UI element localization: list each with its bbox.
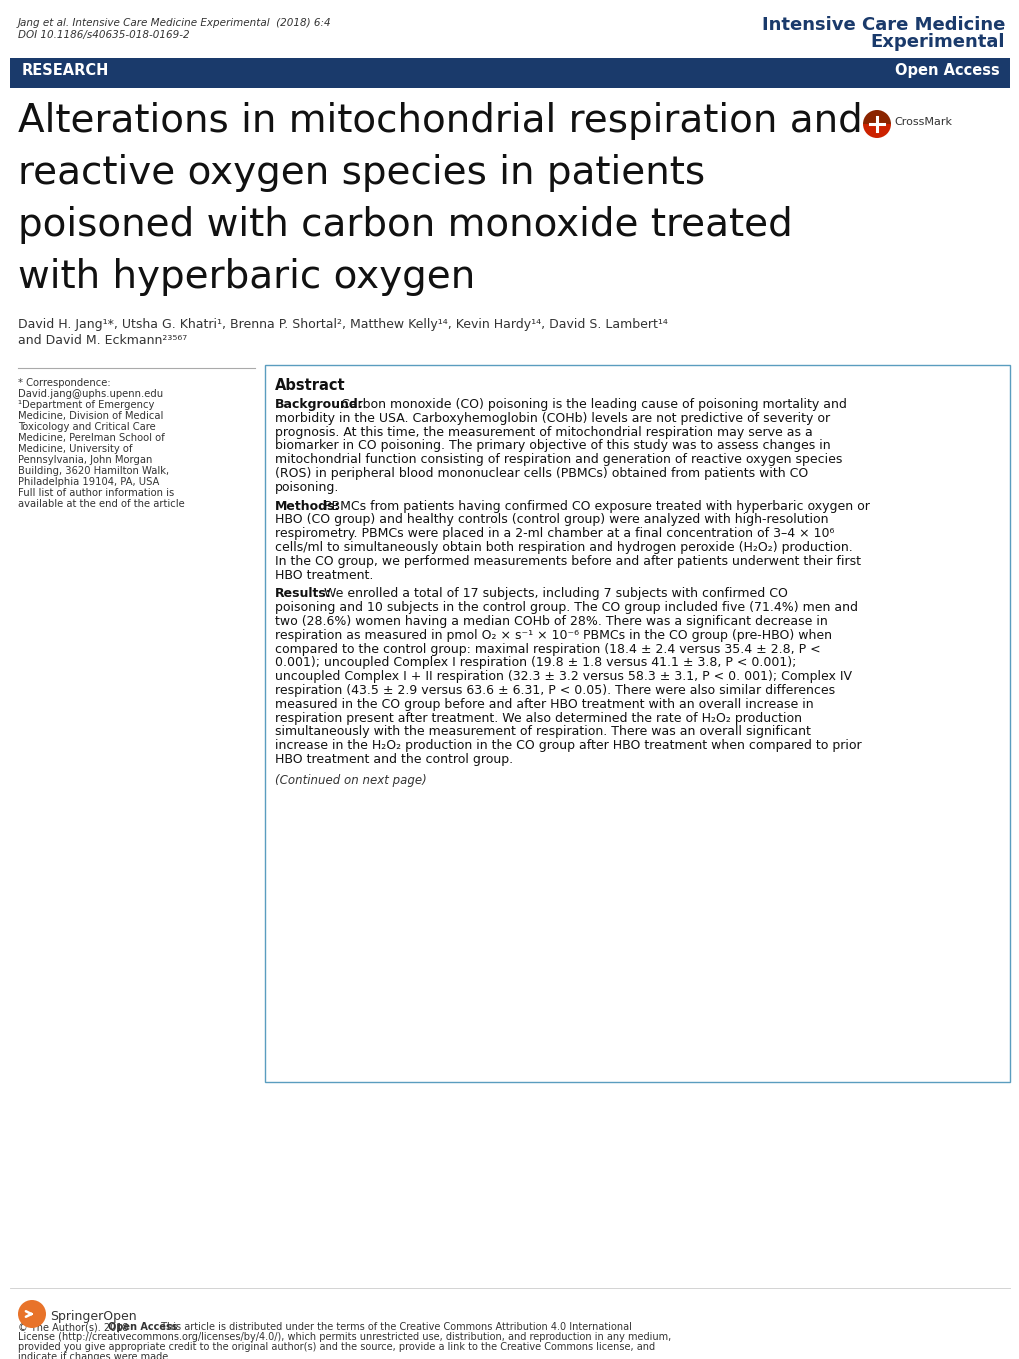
Circle shape bbox=[18, 1301, 46, 1328]
Text: cells/ml to simultaneously obtain both respiration and hydrogen peroxide (H₂O₂) : cells/ml to simultaneously obtain both r… bbox=[275, 541, 852, 554]
Text: prognosis. At this time, the measurement of mitochondrial respiration may serve : prognosis. At this time, the measurement… bbox=[275, 425, 812, 439]
Text: Jang et al. Intensive Care Medicine Experimental  (2018) 6:4: Jang et al. Intensive Care Medicine Expe… bbox=[18, 18, 331, 29]
Text: Background:: Background: bbox=[275, 398, 364, 410]
Text: poisoned with carbon monoxide treated: poisoned with carbon monoxide treated bbox=[18, 207, 792, 245]
Text: measured in the CO group before and after HBO treatment with an overall increase: measured in the CO group before and afte… bbox=[275, 697, 813, 711]
Text: ¹Department of Emergency: ¹Department of Emergency bbox=[18, 400, 154, 410]
Text: respiration (43.5 ± 2.9 versus 63.6 ± 6.31, P < 0.05). There were also similar d: respiration (43.5 ± 2.9 versus 63.6 ± 6.… bbox=[275, 684, 835, 697]
Bar bbox=[265, 366, 1009, 1082]
Wedge shape bbox=[862, 110, 891, 124]
Text: Toxicology and Critical Care: Toxicology and Critical Care bbox=[18, 423, 156, 432]
Text: simultaneously with the measurement of respiration. There was an overall signifi: simultaneously with the measurement of r… bbox=[275, 726, 810, 738]
Text: provided you give appropriate credit to the original author(s) and the source, p: provided you give appropriate credit to … bbox=[18, 1341, 654, 1352]
Text: (Continued on next page): (Continued on next page) bbox=[275, 773, 426, 787]
Text: HBO treatment and the control group.: HBO treatment and the control group. bbox=[275, 753, 513, 766]
Text: DOI 10.1186/s40635-018-0169-2: DOI 10.1186/s40635-018-0169-2 bbox=[18, 30, 190, 39]
Text: increase in the H₂O₂ production in the CO group after HBO treatment when compare: increase in the H₂O₂ production in the C… bbox=[275, 739, 861, 752]
Text: poisoning.: poisoning. bbox=[275, 481, 339, 493]
Text: respiration as measured in pmol O₂ × s⁻¹ × 10⁻⁶ PBMCs in the CO group (pre-HBO) : respiration as measured in pmol O₂ × s⁻¹… bbox=[275, 629, 832, 641]
Text: SpringerOpen: SpringerOpen bbox=[50, 1310, 137, 1324]
Text: We enrolled a total of 17 subjects, including 7 subjects with confirmed CO: We enrolled a total of 17 subjects, incl… bbox=[320, 587, 787, 601]
Text: respirometry. PBMCs were placed in a 2-ml chamber at a final concentration of 3–: respirometry. PBMCs were placed in a 2-m… bbox=[275, 527, 834, 540]
Text: morbidity in the USA. Carboxyhemoglobin (COHb) levels are not predictive of seve: morbidity in the USA. Carboxyhemoglobin … bbox=[275, 412, 829, 425]
Text: HBO treatment.: HBO treatment. bbox=[275, 568, 373, 582]
Text: Carbon monoxide (CO) poisoning is the leading cause of poisoning mortality and: Carbon monoxide (CO) poisoning is the le… bbox=[336, 398, 846, 410]
Text: Open Access: Open Access bbox=[108, 1322, 177, 1332]
Text: Alterations in mitochondrial respiration and: Alterations in mitochondrial respiration… bbox=[18, 102, 862, 140]
Text: Experimental: Experimental bbox=[869, 33, 1004, 52]
Text: indicate if changes were made.: indicate if changes were made. bbox=[18, 1352, 171, 1359]
Text: biomarker in CO poisoning. The primary objective of this study was to assess cha: biomarker in CO poisoning. The primary o… bbox=[275, 439, 829, 453]
Text: Results:: Results: bbox=[275, 587, 331, 601]
Text: RESEARCH: RESEARCH bbox=[22, 63, 109, 77]
Text: Medicine, Perelman School of: Medicine, Perelman School of bbox=[18, 434, 165, 443]
Text: HBO (CO group) and healthy controls (control group) were analyzed with high-reso: HBO (CO group) and healthy controls (con… bbox=[275, 514, 827, 526]
Text: available at the end of the article: available at the end of the article bbox=[18, 499, 184, 510]
Wedge shape bbox=[862, 124, 891, 139]
Text: In the CO group, we performed measurements before and after patients underwent t: In the CO group, we performed measuremen… bbox=[275, 554, 860, 568]
Text: * Correspondence:: * Correspondence: bbox=[18, 378, 110, 389]
FancyBboxPatch shape bbox=[10, 58, 1009, 88]
Text: uncoupled Complex I + II respiration (32.3 ± 3.2 versus 58.3 ± 3.1, P < 0. 001);: uncoupled Complex I + II respiration (32… bbox=[275, 670, 851, 684]
Text: mitochondrial function consisting of respiration and generation of reactive oxyg: mitochondrial function consisting of res… bbox=[275, 453, 842, 466]
Text: PBMCs from patients having confirmed CO exposure treated with hyperbaric oxygen : PBMCs from patients having confirmed CO … bbox=[320, 500, 869, 512]
Text: poisoning and 10 subjects in the control group. The CO group included five (71.4: poisoning and 10 subjects in the control… bbox=[275, 601, 857, 614]
Text: © The Author(s). 2018: © The Author(s). 2018 bbox=[18, 1322, 131, 1332]
Text: David H. Jang¹*, Utsha G. Khatri¹, Brenna P. Shortal², Matthew Kelly¹⁴, Kevin Ha: David H. Jang¹*, Utsha G. Khatri¹, Brenn… bbox=[18, 318, 667, 332]
Bar bbox=[10, 58, 1009, 88]
Text: Methods:: Methods: bbox=[275, 500, 340, 512]
Text: (ROS) in peripheral blood mononuclear cells (PBMCs) obtained from patients with : (ROS) in peripheral blood mononuclear ce… bbox=[275, 467, 807, 480]
Text: CrossMark: CrossMark bbox=[893, 117, 951, 126]
Text: Full list of author information is: Full list of author information is bbox=[18, 488, 174, 497]
Text: Philadelphia 19104, PA, USA: Philadelphia 19104, PA, USA bbox=[18, 477, 159, 487]
Text: Open Access: Open Access bbox=[895, 63, 999, 77]
Text: with hyperbaric oxygen: with hyperbaric oxygen bbox=[18, 258, 475, 296]
Text: This article is distributed under the terms of the Creative Commons Attribution : This article is distributed under the te… bbox=[158, 1322, 631, 1332]
Text: respiration present after treatment. We also determined the rate of H₂O₂ product: respiration present after treatment. We … bbox=[275, 712, 801, 724]
Text: License (http://creativecommons.org/licenses/by/4.0/), which permits unrestricte: License (http://creativecommons.org/lice… bbox=[18, 1332, 671, 1341]
Text: Intensive Care Medicine: Intensive Care Medicine bbox=[761, 16, 1004, 34]
Text: David.jang@uphs.upenn.edu: David.jang@uphs.upenn.edu bbox=[18, 389, 163, 400]
Text: two (28.6%) women having a median COHb of 28%. There was a significant decrease : two (28.6%) women having a median COHb o… bbox=[275, 616, 827, 628]
Text: and David M. Eckmann²³⁵⁶⁷: and David M. Eckmann²³⁵⁶⁷ bbox=[18, 334, 187, 347]
Text: compared to the control group: maximal respiration (18.4 ± 2.4 versus 35.4 ± 2.8: compared to the control group: maximal r… bbox=[275, 643, 820, 655]
Text: Pennsylvania, John Morgan: Pennsylvania, John Morgan bbox=[18, 455, 152, 465]
Text: Abstract: Abstract bbox=[275, 378, 345, 393]
Text: reactive oxygen species in patients: reactive oxygen species in patients bbox=[18, 154, 704, 192]
Text: Medicine, University of: Medicine, University of bbox=[18, 444, 132, 454]
Text: 0.001); uncoupled Complex I respiration (19.8 ± 1.8 versus 41.1 ± 3.8, P < 0.001: 0.001); uncoupled Complex I respiration … bbox=[275, 656, 796, 670]
Text: Building, 3620 Hamilton Walk,: Building, 3620 Hamilton Walk, bbox=[18, 466, 169, 476]
Text: Medicine, Division of Medical: Medicine, Division of Medical bbox=[18, 410, 163, 421]
